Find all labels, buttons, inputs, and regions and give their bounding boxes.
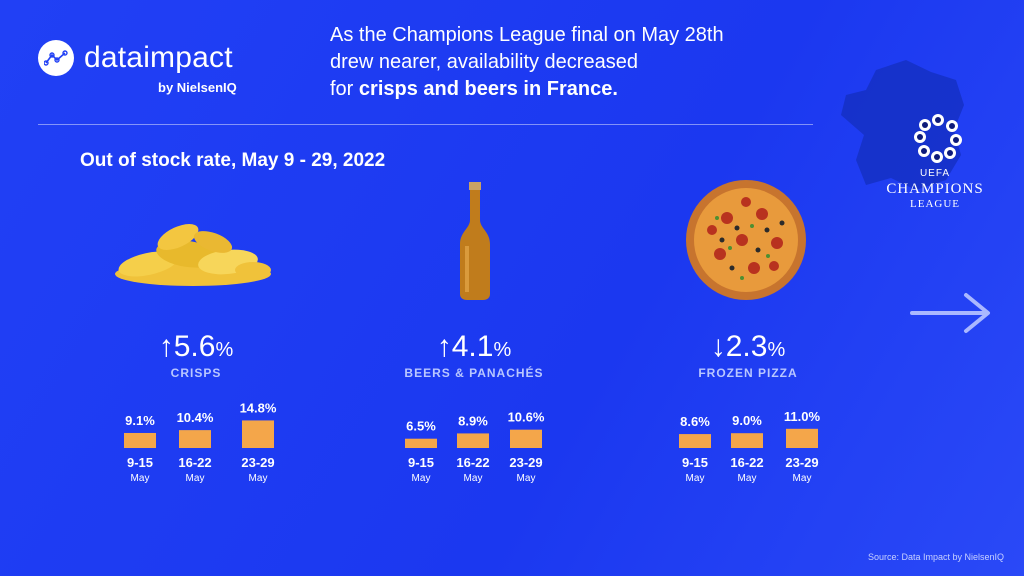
- panel-crisps: ↑5.6% CRISPS: [76, 330, 316, 380]
- bar: [405, 438, 437, 448]
- category-sublabel: May: [249, 473, 268, 484]
- category-tick-label: 9-15: [127, 455, 153, 470]
- champions-league-logo: UEFA CHAMPIONS LEAGUE: [870, 168, 1000, 210]
- category-tick-label: 23-29: [241, 455, 274, 470]
- category-sublabel: May: [793, 473, 812, 484]
- bar: [242, 420, 274, 448]
- panel-frozen-pizza: ↓2.3% FROZEN PIZZA: [628, 330, 868, 380]
- panel-beers: ↑4.1% BEERS & PANACHÉS: [354, 330, 594, 380]
- headline-line-1: As the Champions League final on May 28t…: [330, 24, 724, 46]
- bar-value-label: 8.6%: [680, 414, 710, 429]
- bar-value-label: 10.4%: [177, 410, 214, 425]
- change-value: 4.1: [451, 330, 494, 363]
- bar: [786, 428, 818, 448]
- headline-line-2: drew nearer, availability decreased: [330, 51, 638, 73]
- source-note: Source: Data Impact by NielsenIQ: [867, 552, 1004, 562]
- next-arrow-icon[interactable]: [908, 290, 994, 341]
- change-unit: %: [493, 339, 512, 361]
- change-beers: ↑4.1%: [354, 330, 594, 364]
- change-value: 5.6: [173, 330, 216, 363]
- category-tick-label: 16-22: [456, 455, 489, 470]
- bar-value-label: 9.0%: [732, 413, 762, 428]
- logo: dataimpact: [38, 40, 233, 76]
- bar-value-label: 8.9%: [458, 413, 488, 428]
- headline: As the Champions League final on May 28t…: [330, 22, 850, 103]
- pizza-icon: [682, 178, 810, 307]
- category-tick-label: 23-29: [509, 455, 542, 470]
- bar-value-label: 11.0%: [784, 409, 821, 424]
- change-crisps: ↑5.6%: [76, 330, 316, 364]
- ucl-league: LEAGUE: [910, 198, 960, 210]
- bar-chart-beers: 6.5% 9-15 May 8.9% 16-22 May 10.6% 23-29 May: [405, 410, 545, 484]
- football-icon: [912, 112, 964, 169]
- crisps-icon: [108, 212, 278, 297]
- bar: [510, 429, 542, 448]
- change-unit: %: [215, 339, 234, 361]
- category-sublabel: May: [464, 473, 483, 484]
- category-tick-label: 16-22: [730, 455, 763, 470]
- category-tick-label: 9-15: [682, 455, 708, 470]
- category-sublabel: May: [131, 473, 150, 484]
- change-arrow: ↑: [436, 330, 452, 363]
- ucl-uefa: UEFA: [919, 168, 951, 179]
- ucl-champions: CHAMPIONS: [886, 181, 984, 197]
- bar-value-label: 14.8%: [240, 400, 277, 415]
- bar: [124, 432, 156, 448]
- beer-bottle-icon: [455, 182, 495, 305]
- category-sublabel: May: [738, 473, 757, 484]
- bar: [679, 434, 711, 448]
- category-label: FROZEN PIZZA: [698, 366, 798, 380]
- headline-line-3-prefix: for: [330, 78, 359, 100]
- change-arrow: ↑: [158, 330, 174, 363]
- bar-chart-crisps: 9.1% 9-15 May 10.4% 16-22 May 14.8% 23-29 May: [124, 400, 277, 484]
- category-tick-label: 16-22: [178, 455, 211, 470]
- brand-name: dataimpact: [84, 41, 233, 74]
- change-pizza: ↓2.3%: [628, 330, 868, 364]
- divider: [38, 124, 813, 125]
- category-sublabel: May: [412, 473, 431, 484]
- category-tick-label: 9-15: [408, 455, 434, 470]
- bar-value-label: 10.6%: [508, 410, 545, 425]
- change-arrow: ↓: [710, 330, 726, 363]
- category-tick-label: 23-29: [785, 455, 818, 470]
- bar-value-label: 6.5%: [406, 419, 436, 434]
- bar-value-label: 9.1%: [125, 413, 155, 428]
- brand-byline: by NielsenIQ: [158, 80, 237, 95]
- headline-line-3-bold: crisps and beers in France.: [358, 78, 618, 100]
- category-label: BEERS & PANACHÉS: [404, 366, 544, 380]
- headline-line-3: for crisps and beers in France.: [330, 76, 850, 103]
- chart-title: Out of stock rate, May 9 - 29, 2022: [80, 150, 386, 171]
- logo-chart-icon: [38, 40, 74, 76]
- category-sublabel: May: [686, 473, 705, 484]
- bar: [179, 430, 211, 448]
- change-value: 2.3: [725, 330, 768, 363]
- bar-chart-frozen-pizza: 8.6% 9-15 May 9.0% 16-22 May 11.0% 23-29 May: [679, 409, 821, 484]
- change-unit: %: [767, 339, 786, 361]
- bar: [731, 433, 763, 448]
- category-sublabel: May: [186, 473, 205, 484]
- bar: [457, 433, 489, 448]
- category-sublabel: May: [517, 473, 536, 484]
- category-label: CRISPS: [170, 366, 222, 380]
